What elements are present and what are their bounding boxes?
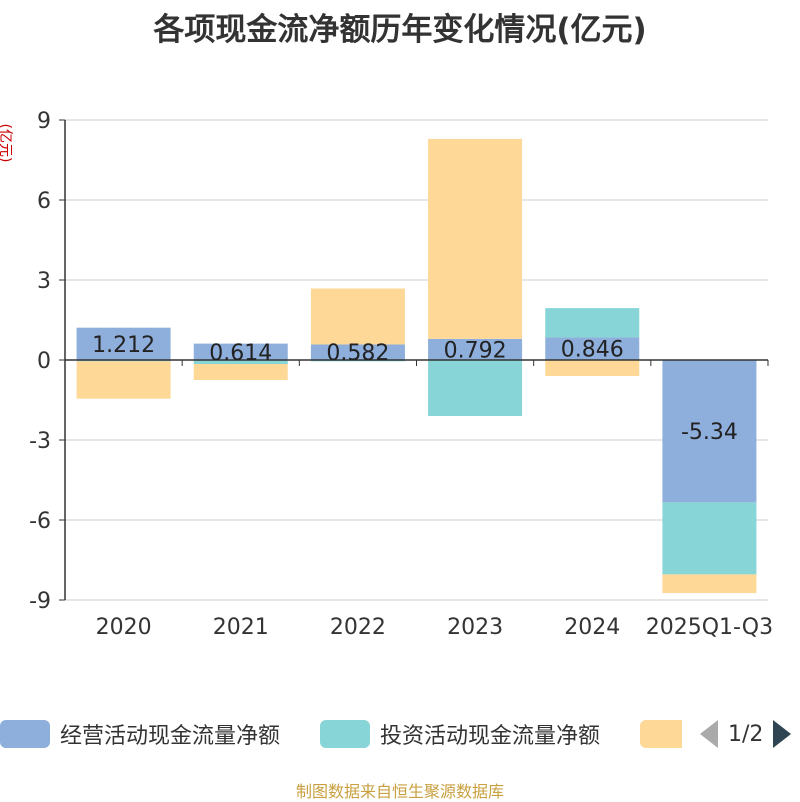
data-label: 0.846	[561, 338, 624, 363]
bar-series-2-2024	[545, 360, 640, 376]
bar-series-2-2022	[310, 288, 405, 345]
x-tick-label: 2023	[447, 615, 503, 640]
legend-pager: 1/2	[700, 716, 792, 752]
chart-title: 各项现金流净额历年变化情况(亿元)	[153, 12, 647, 48]
y-tick-label: -6	[29, 509, 51, 534]
y-tick-label: -3	[29, 429, 51, 454]
bar-series-0-2022	[310, 344, 405, 360]
y-tick-label: 3	[37, 269, 51, 294]
x-tick-label: 2022	[330, 615, 386, 640]
pager-prev-icon[interactable]	[700, 720, 718, 748]
legend-label-operating: 经营活动现金流量净额	[60, 724, 281, 749]
pager-next-icon[interactable]	[773, 720, 792, 748]
legend-item-financing[interactable]	[640, 716, 682, 752]
bar-series-1-2025Q1-Q3	[662, 502, 757, 575]
x-tick-label: 2025Q1-Q3	[646, 615, 773, 640]
bar-series-2-2021	[193, 364, 288, 380]
bar-series-0-2020	[76, 327, 171, 360]
data-label: 0.582	[326, 341, 389, 366]
x-tick-label: 2024	[564, 615, 620, 640]
data-label: 0.614	[209, 341, 272, 366]
chart-plot: 9 6 3 0 -3 -6 -9 2020 2021 2022 2023 2024 2025Q1-Q3…	[29, 109, 773, 640]
pager-text: 1/2	[728, 721, 764, 747]
x-tick-label: 2021	[213, 615, 269, 640]
bar-series-0-2021	[193, 343, 288, 360]
bar-series-2-2020	[76, 361, 171, 399]
legend-item-investing[interactable]: 投资活动现金流量净额	[320, 716, 600, 752]
bar-series-1-2021	[193, 360, 288, 364]
legend-item-operating[interactable]: 经营活动现金流量净额	[0, 716, 280, 752]
bar-series-1-2024	[545, 308, 640, 338]
bar-series-0-2023	[428, 338, 523, 360]
bar-series-0-2024	[545, 337, 640, 360]
y-tick-label: -9	[29, 589, 51, 614]
bar-series-1-2023	[428, 360, 523, 416]
legend-swatch-financing	[640, 720, 682, 748]
bar-series-2-2025Q1-Q3	[662, 574, 757, 594]
data-label: 1.212	[92, 333, 155, 358]
data-label: -5.34	[681, 420, 738, 445]
legend-swatch-operating	[0, 720, 50, 748]
bar-series-0-2025Q1-Q3	[662, 360, 757, 503]
y-tick-label: 9	[37, 109, 51, 134]
x-tick-label: 2020	[96, 615, 152, 640]
data-label: 0.792	[444, 338, 507, 363]
y-tick-label: 0	[37, 349, 51, 374]
y-tick-label: 6	[37, 189, 51, 214]
legend-swatch-investing	[320, 720, 370, 748]
source-footer: 制图数据来自恒生聚源数据库	[295, 782, 504, 801]
bar-series-2-2023	[428, 138, 523, 339]
legend: 经营活动现金流量净额 投资活动现金流量净额	[0, 716, 800, 756]
legend-label-investing: 投资活动现金流量净额	[380, 724, 601, 749]
